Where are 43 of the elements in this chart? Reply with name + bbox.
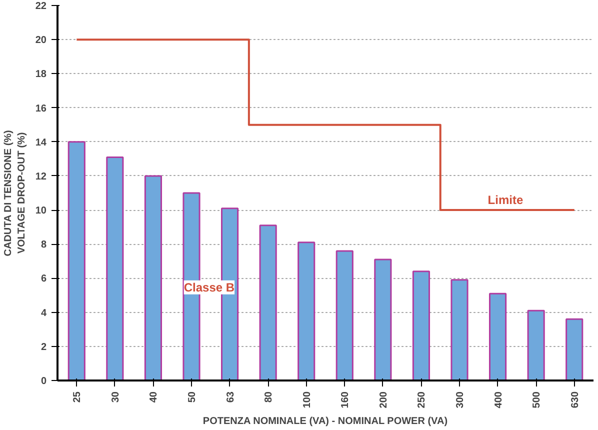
x-tick-label: 200 xyxy=(378,391,390,408)
x-tick-label: 250 xyxy=(416,391,428,408)
bar xyxy=(527,310,545,380)
y-tick-label: 6 xyxy=(40,274,47,285)
x-tick-label: 80 xyxy=(264,391,275,403)
bar xyxy=(488,292,507,380)
x-tick-label: 50 xyxy=(187,391,198,403)
series-label: Limite xyxy=(488,193,524,208)
x-tick-label: 160 xyxy=(340,391,352,408)
bar xyxy=(374,258,392,380)
y-axis-title: CADUTA DI TENSIONE (%) VOLTAGE DROP-OUT (%) xyxy=(3,130,28,256)
bar xyxy=(68,141,86,380)
bar xyxy=(298,242,316,380)
x-tick-label: 300 xyxy=(455,391,466,408)
bar xyxy=(450,279,468,380)
y-tick-label: 20 xyxy=(35,35,47,46)
y-tick-label: 18 xyxy=(35,69,47,80)
y-tick-label: 4 xyxy=(40,308,47,319)
y-tick-label: 0 xyxy=(40,376,47,387)
x-axis-title: POTENZA NOMINALE (VA) - NOMINAL POWER (VA) xyxy=(202,416,448,428)
y-tick-label: 22 xyxy=(35,1,47,12)
x-tick-label: 25 xyxy=(72,391,84,403)
x-tick-label: 630 xyxy=(570,391,581,408)
bar xyxy=(336,250,354,380)
x-tick-label: 500 xyxy=(532,391,543,408)
y-tick-label: 16 xyxy=(35,103,47,114)
x-tick-label: 63 xyxy=(225,391,236,403)
x-tick-label: 40 xyxy=(148,391,160,403)
y-tick-label: 10 xyxy=(35,206,47,217)
y-tick-label: 12 xyxy=(35,171,47,182)
bar xyxy=(412,270,430,380)
bar xyxy=(220,208,239,380)
series-label: Classe B xyxy=(184,280,235,294)
bar xyxy=(144,175,162,380)
bar xyxy=(259,224,277,380)
y-tick-label: 14 xyxy=(35,137,47,148)
x-tick-label: 400 xyxy=(493,391,504,408)
bar xyxy=(566,318,584,380)
bar xyxy=(106,156,124,380)
x-tick-label: 30 xyxy=(110,391,122,403)
x-tick-label: 100 xyxy=(302,391,313,408)
y-tick-label: 8 xyxy=(40,240,47,251)
y-tick-label: 2 xyxy=(40,342,47,353)
